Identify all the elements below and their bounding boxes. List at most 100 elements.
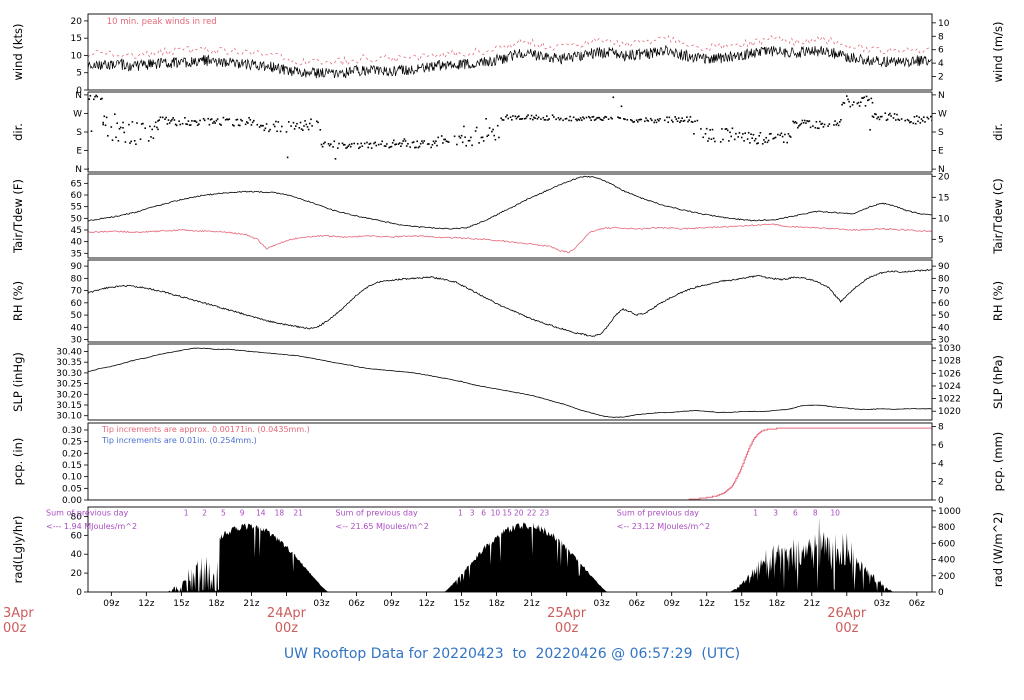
svg-text:SLP (hPa): SLP (hPa) — [991, 355, 1005, 409]
svg-text:6: 6 — [481, 509, 486, 518]
svg-text:35: 35 — [71, 249, 82, 259]
svg-text:24Apr: 24Apr — [267, 606, 307, 621]
svg-text:6: 6 — [938, 46, 944, 56]
svg-text:0.25: 0.25 — [62, 438, 82, 448]
svg-text:03z: 03z — [594, 599, 610, 609]
svg-text:SLP (inHg): SLP (inHg) — [11, 352, 25, 412]
svg-text:0.05: 0.05 — [62, 484, 82, 494]
svg-text:12z: 12z — [138, 599, 154, 609]
svg-text:10: 10 — [491, 509, 501, 518]
svg-text:30.15: 30.15 — [56, 401, 82, 411]
svg-text:18z: 18z — [488, 599, 504, 609]
svg-text:25Apr: 25Apr — [547, 606, 587, 621]
svg-text:2: 2 — [202, 509, 207, 518]
svg-text:90: 90 — [71, 262, 83, 272]
svg-text:0: 0 — [76, 588, 82, 598]
svg-text:60: 60 — [71, 299, 83, 309]
svg-text:21z: 21z — [524, 599, 540, 609]
svg-text:26Apr: 26Apr — [827, 606, 867, 621]
svg-text:70: 70 — [938, 287, 950, 297]
svg-text:dir.: dir. — [991, 123, 1005, 141]
svg-text:03z: 03z — [874, 599, 890, 609]
svg-text:60: 60 — [938, 299, 950, 309]
svg-text:00z: 00z — [275, 621, 299, 636]
svg-text:Sum of previous day: Sum of previous day — [617, 509, 699, 518]
svg-text:wind (m/s): wind (m/s) — [991, 22, 1005, 83]
svg-text:1: 1 — [458, 509, 463, 518]
svg-text:Tip increments are 0.01in. (0.: Tip increments are 0.01in. (0.254mm.) — [101, 436, 257, 445]
svg-text:12z: 12z — [699, 599, 715, 609]
svg-text:3: 3 — [773, 509, 778, 518]
svg-text:600: 600 — [938, 539, 955, 549]
svg-text:10: 10 — [938, 19, 950, 29]
svg-text:rad (W/m^2): rad (W/m^2) — [991, 512, 1005, 587]
svg-text:03z: 03z — [313, 599, 329, 609]
svg-text:40: 40 — [71, 238, 83, 248]
svg-text:dir.: dir. — [11, 123, 25, 141]
svg-text:40: 40 — [71, 550, 83, 560]
svg-text:45: 45 — [71, 226, 82, 236]
svg-text:30.40: 30.40 — [56, 347, 82, 357]
svg-text:20: 20 — [514, 509, 524, 518]
svg-text:06z: 06z — [909, 599, 925, 609]
svg-text:22: 22 — [527, 509, 537, 518]
svg-text:E: E — [76, 147, 82, 157]
svg-text:10: 10 — [71, 51, 83, 61]
svg-text:14: 14 — [256, 509, 266, 518]
svg-text:1020: 1020 — [938, 407, 961, 417]
svg-text:S: S — [938, 128, 944, 138]
svg-text:400: 400 — [938, 556, 955, 566]
svg-text:Sum of previous day: Sum of previous day — [46, 509, 128, 518]
svg-text:80: 80 — [71, 274, 83, 284]
svg-text:0.15: 0.15 — [62, 461, 82, 471]
svg-text:3Apr: 3Apr — [3, 606, 34, 621]
svg-text:09z: 09z — [103, 599, 119, 609]
svg-text:20: 20 — [71, 17, 83, 27]
svg-text:10: 10 — [938, 214, 950, 224]
svg-text:06z: 06z — [348, 599, 364, 609]
svg-text:2: 2 — [938, 478, 944, 488]
svg-text:rad(Lgly/hr): rad(Lgly/hr) — [11, 516, 25, 584]
svg-text:1028: 1028 — [938, 357, 961, 367]
svg-text:Tair/Tdew (F): Tair/Tdew (F) — [11, 179, 25, 254]
svg-text:1030: 1030 — [938, 344, 961, 354]
svg-text:Tair/Tdew (C): Tair/Tdew (C) — [991, 178, 1005, 254]
svg-text:90: 90 — [938, 262, 950, 272]
svg-text:6: 6 — [938, 441, 944, 451]
svg-text:wind (kts): wind (kts) — [11, 24, 25, 81]
svg-text:8: 8 — [813, 509, 818, 518]
svg-text:8: 8 — [938, 32, 944, 42]
svg-text:10 min. peak winds in red: 10 min. peak winds in red — [107, 17, 217, 27]
svg-text:pcp. (mm): pcp. (mm) — [991, 432, 1005, 492]
svg-text:70: 70 — [71, 287, 83, 297]
svg-text:E: E — [938, 147, 944, 157]
svg-text:20: 20 — [71, 569, 83, 579]
svg-text:2: 2 — [938, 73, 944, 83]
svg-text:0.00: 0.00 — [62, 496, 82, 506]
svg-text:09z: 09z — [383, 599, 399, 609]
svg-text:65: 65 — [71, 179, 82, 189]
svg-text:15: 15 — [938, 193, 949, 203]
svg-text:pcp. (in): pcp. (in) — [11, 438, 25, 486]
svg-text:15z: 15z — [173, 599, 189, 609]
svg-text:06z: 06z — [629, 599, 645, 609]
svg-text:00z: 00z — [835, 621, 859, 636]
svg-text:60: 60 — [71, 531, 83, 541]
svg-text:Tip increments are approx. 0.0: Tip increments are approx. 0.00171in. (0… — [101, 425, 310, 434]
svg-text:<-- 23.12 MJoules/m^2: <-- 23.12 MJoules/m^2 — [617, 522, 710, 531]
svg-text:12z: 12z — [418, 599, 434, 609]
svg-text:15: 15 — [71, 34, 82, 44]
svg-text:50: 50 — [938, 311, 950, 321]
svg-text:50: 50 — [71, 311, 83, 321]
svg-text:N: N — [938, 91, 945, 101]
chart-title: UW Rooftop Data for 20220423 to 20220426… — [283, 646, 741, 662]
svg-text:W: W — [938, 109, 947, 119]
svg-text:<-- 21.65 MJoules/m^2: <-- 21.65 MJoules/m^2 — [336, 522, 429, 531]
svg-text:1000: 1000 — [938, 507, 961, 517]
